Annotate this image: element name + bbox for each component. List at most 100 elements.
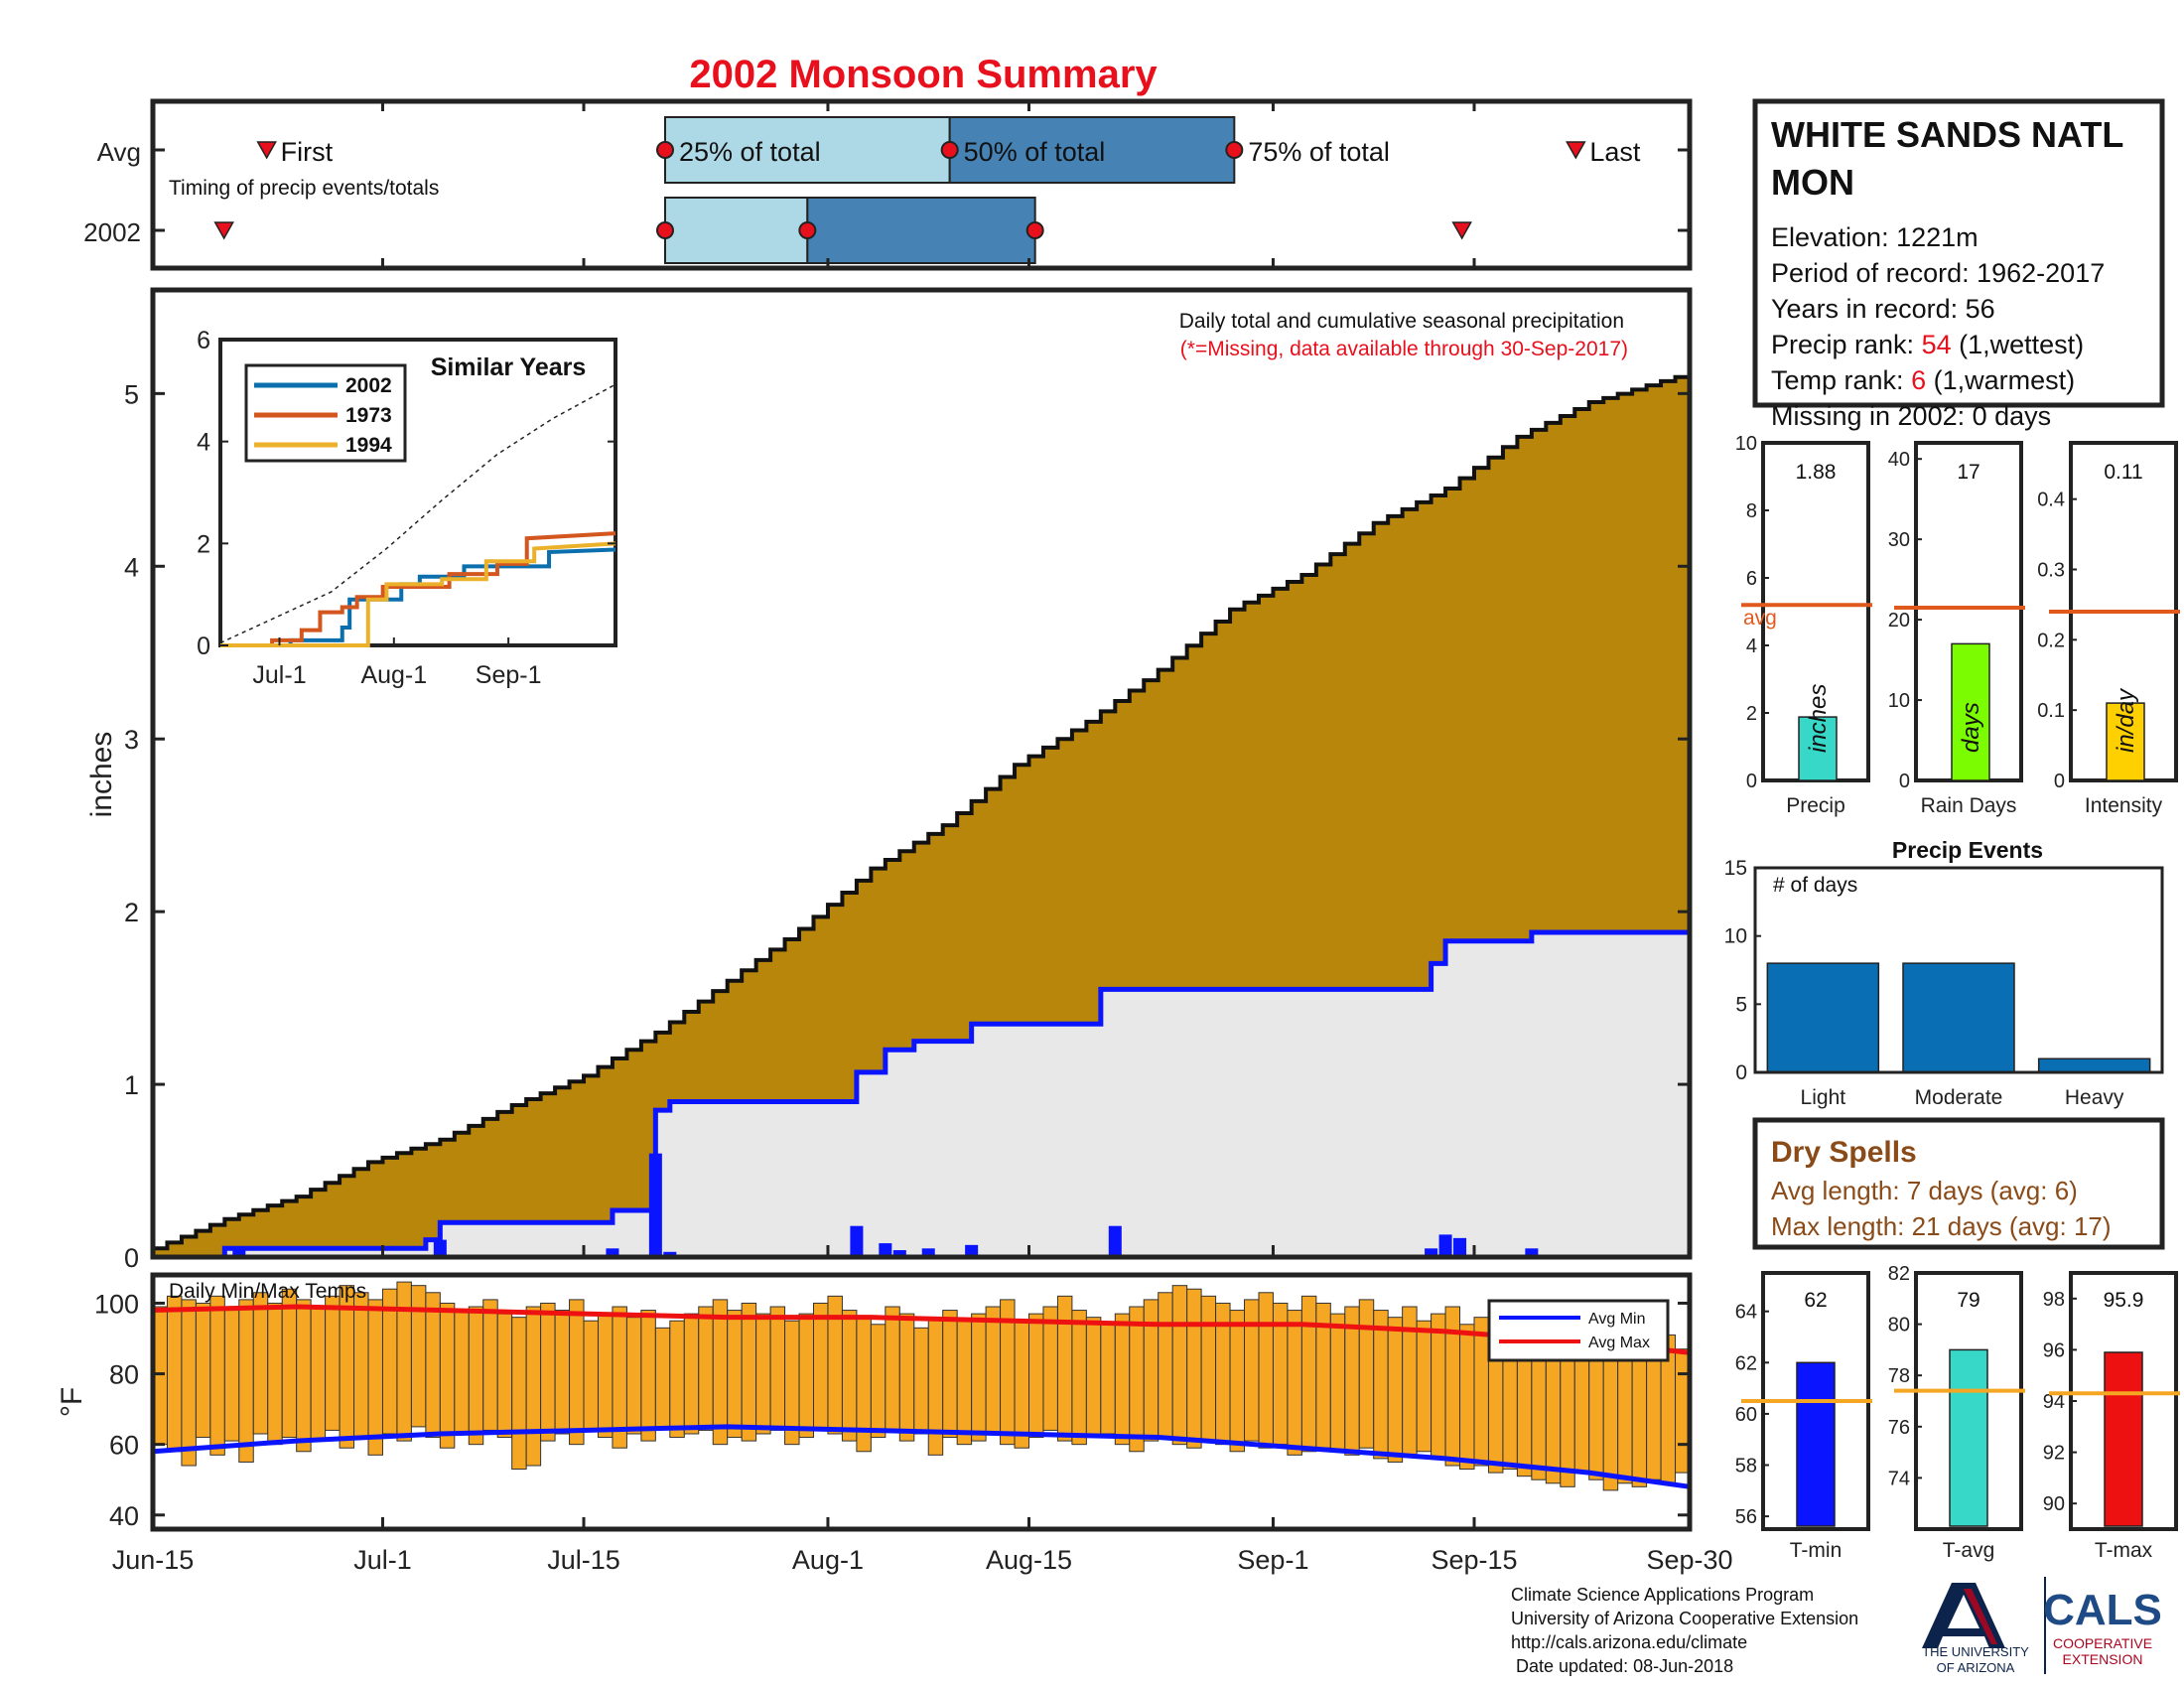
stat-panel-ytick-label: 30 — [1888, 529, 1910, 551]
date-xtick-label: Aug-1 — [792, 1545, 864, 1575]
daily-temp-bar — [1158, 1292, 1173, 1439]
temp-panel-value: 95.9 — [2104, 1289, 2144, 1312]
stat-panel-value: 0.11 — [2104, 461, 2142, 484]
temp-panel-label: T-min — [1790, 1539, 1843, 1562]
similar-avg-dashed-line — [219, 383, 616, 644]
daily-temp-bar — [511, 1317, 527, 1471]
timing-quartile-dot — [1025, 221, 1044, 239]
similar-legend-label: 1973 — [345, 404, 392, 427]
daily-temp-bar — [1258, 1292, 1274, 1449]
footer-line4: Date updated: 08-Jun-2018 — [1511, 1656, 1733, 1676]
daily-temp-bar — [468, 1306, 484, 1446]
timing-q25-q50-box — [664, 116, 951, 184]
similar-years-inset: 0 2 4 6 Jul-1 Aug-1 Sep-1 Similar Years 2002 19… — [197, 327, 617, 689]
timing-subtitle: Timing of precip events/totals — [169, 177, 439, 200]
date-xtick-label: Jul-15 — [547, 1545, 620, 1575]
inset-xtick-label: Sep-1 — [476, 661, 542, 689]
precip-ytick-label: 1 — [124, 1070, 139, 1100]
timing-last-label: Last — [1589, 137, 1641, 167]
temp-panel-ytick-label: 58 — [1735, 1456, 1757, 1477]
daily-temp-bar — [1358, 1299, 1375, 1449]
daily-temp-bar — [482, 1299, 498, 1431]
timing-panel: Avg 2002 Timing of precip events/totals … — [83, 98, 1693, 271]
daily-temp-bar — [1631, 1341, 1648, 1487]
stat-panel-ytick-label: 10 — [1735, 433, 1757, 455]
avg-cumulative-step-line — [153, 372, 1692, 1251]
timing-event-triangle — [213, 221, 234, 240]
station-info-box: WHITE SANDS NATL MON Elevation: 1221m Pe… — [1752, 98, 2165, 431]
temp-legend-max-label: Avg Max — [1588, 1335, 1650, 1351]
temp-y-axis: 40 60 80 100 — [94, 1289, 1690, 1531]
daily-precip-bar — [1525, 1248, 1539, 1257]
station-name-line2: MON — [1771, 162, 1854, 203]
precip-ytick-label: 3 — [124, 725, 139, 755]
daily-temp-bar — [769, 1306, 786, 1431]
daily-temp-bar — [1459, 1324, 1475, 1471]
daily-temp-bar — [669, 1320, 685, 1439]
similar-legend-label: 1994 — [345, 434, 392, 457]
daily-precip-bar — [648, 1153, 662, 1257]
ua-line1: THE UNIVERSITY — [1922, 1644, 2029, 1659]
daily-temp-bar — [223, 1310, 240, 1442]
temp-plot-border — [150, 1272, 1693, 1532]
daily-temp-bar — [1114, 1313, 1131, 1446]
dry-spells-avg: Avg length: 7 days (avg: 6) — [1771, 1176, 2078, 1205]
daily-temp-bar — [956, 1320, 973, 1446]
timing-quartile-dot — [656, 141, 674, 159]
daily-temp-bar — [1143, 1299, 1160, 1442]
precip-events-ytick-label: 5 — [1735, 993, 1747, 1016]
stat-panel-ytick-label: 2 — [1746, 703, 1757, 725]
timing-first-label: First — [281, 137, 334, 167]
daily-temp-bar — [1560, 1344, 1575, 1487]
temp-panel-value: 62 — [1804, 1289, 1827, 1312]
daily-temp-bar — [798, 1313, 814, 1439]
daily-temp-bar — [812, 1302, 829, 1431]
daily-temp-bar — [1229, 1310, 1246, 1453]
temp-chart: 40 60 80 100 Jun-15 Jul-1 Jul-15 Aug-1 Aug-15 Se… — [56, 1245, 1733, 1575]
daily-precip-bar — [1453, 1237, 1467, 1257]
stat-panel-ytick-label: 20 — [1888, 610, 1910, 632]
daily-precip-bar — [892, 1250, 906, 1257]
timing-marks — [151, 101, 1692, 268]
university-logo: THE UNIVERSITY OF ARIZONA CALS COOPERATI… — [1922, 1577, 2162, 1675]
station-missing: Missing in 2002: 0 days — [1771, 401, 2051, 431]
stat-panel-ytick-label: 0.1 — [2037, 700, 2065, 722]
timing-event-triangle — [1566, 141, 1586, 160]
daily-temp-bar — [1300, 1295, 1317, 1453]
precip-events-ytick-label: 10 — [1724, 925, 1747, 948]
daily-precip-bar — [1438, 1234, 1452, 1257]
temp-panel-ytick-label: 96 — [2043, 1339, 2065, 1361]
stat-panel-ytick-label: 10 — [1888, 690, 1910, 712]
temp-panel-value: 79 — [1957, 1289, 1979, 1312]
precip-events-border — [1753, 866, 2164, 1074]
daily-temp-bar — [755, 1313, 771, 1435]
daily-temp-bar — [554, 1310, 571, 1435]
timing-quartile-dot — [1225, 141, 1244, 159]
timing-event-triangle — [1451, 221, 1472, 240]
daily-temp-bar — [698, 1306, 714, 1431]
similar-years-title: Similar Years — [431, 353, 587, 381]
temp-panel-ytick-label: 92 — [2043, 1443, 2065, 1465]
daily-temp-bar — [1100, 1324, 1116, 1435]
precip-events-bar — [1766, 962, 1880, 1073]
temp-panel-ytick-label: 94 — [2043, 1391, 2065, 1413]
daily-temp-bar — [1573, 1351, 1590, 1474]
timing-q50-label: 50% of total — [964, 137, 1106, 167]
daily-temp-bar — [1042, 1306, 1058, 1431]
temp-ylabel: °F — [56, 1387, 88, 1417]
footer-line3: http://cals.arizona.edu/climate — [1511, 1632, 1747, 1652]
precip-rank-prefix: Precip rank: — [1771, 330, 1922, 359]
daily-temp-bar — [396, 1281, 412, 1442]
station-precip-rank: Precip rank: 54 (1,wettest) — [1771, 330, 2084, 359]
daily-temp-bar — [640, 1310, 656, 1442]
inset-xtick-label: Aug-1 — [360, 661, 427, 689]
precip-events-bar — [2037, 1057, 2151, 1073]
stat-panel-ytick-label: 6 — [1746, 568, 1757, 590]
stat-panel-unit: inches — [1805, 684, 1832, 753]
dry-spells-box: Dry Spells Avg length: 7 days (avg: 6) M… — [1752, 1117, 2165, 1250]
stat-panel-ytick-label: 0 — [1899, 771, 1910, 792]
daily-temp-bar — [583, 1320, 599, 1431]
precip-missing-note: (*=Missing, data available through 30-Se… — [1180, 338, 1628, 360]
station-name-line1: WHITE SANDS NATL — [1771, 114, 2123, 155]
